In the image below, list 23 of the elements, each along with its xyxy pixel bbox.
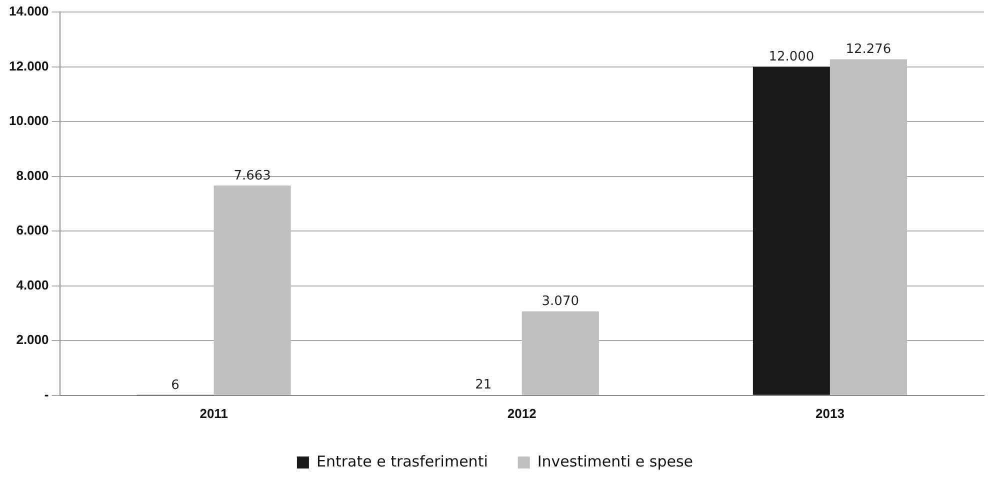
legend-label: Investimenti e spese <box>537 452 694 470</box>
y-tick-label: 10.000 <box>8 113 49 128</box>
legend-label: Entrate e trasferimenti <box>316 452 488 470</box>
x-tick-label: 2012 <box>507 406 536 421</box>
y-tick-label: 12.000 <box>8 58 49 74</box>
y-tick-label: 2.000 <box>16 332 49 348</box>
data-label: 12.276 <box>846 42 892 58</box>
bar <box>214 186 291 395</box>
x-tick-label: 2013 <box>816 406 844 421</box>
y-tick-label: 14.000 <box>8 4 49 19</box>
bar <box>830 59 907 395</box>
y-tick-label: 4.000 <box>16 277 49 292</box>
x-tick-label: 2011 <box>200 406 228 421</box>
y-tick-label: - <box>44 386 49 402</box>
data-label: 6 <box>171 378 180 394</box>
y-tick-label: 6.000 <box>16 222 49 238</box>
data-label: 12.000 <box>768 50 814 65</box>
bar <box>522 311 599 395</box>
data-label: 7.663 <box>234 168 271 184</box>
bar <box>752 66 830 395</box>
data-label: 3.070 <box>542 294 579 310</box>
data-label: 21 <box>475 378 492 393</box>
y-tick-label: 8.000 <box>16 168 49 183</box>
